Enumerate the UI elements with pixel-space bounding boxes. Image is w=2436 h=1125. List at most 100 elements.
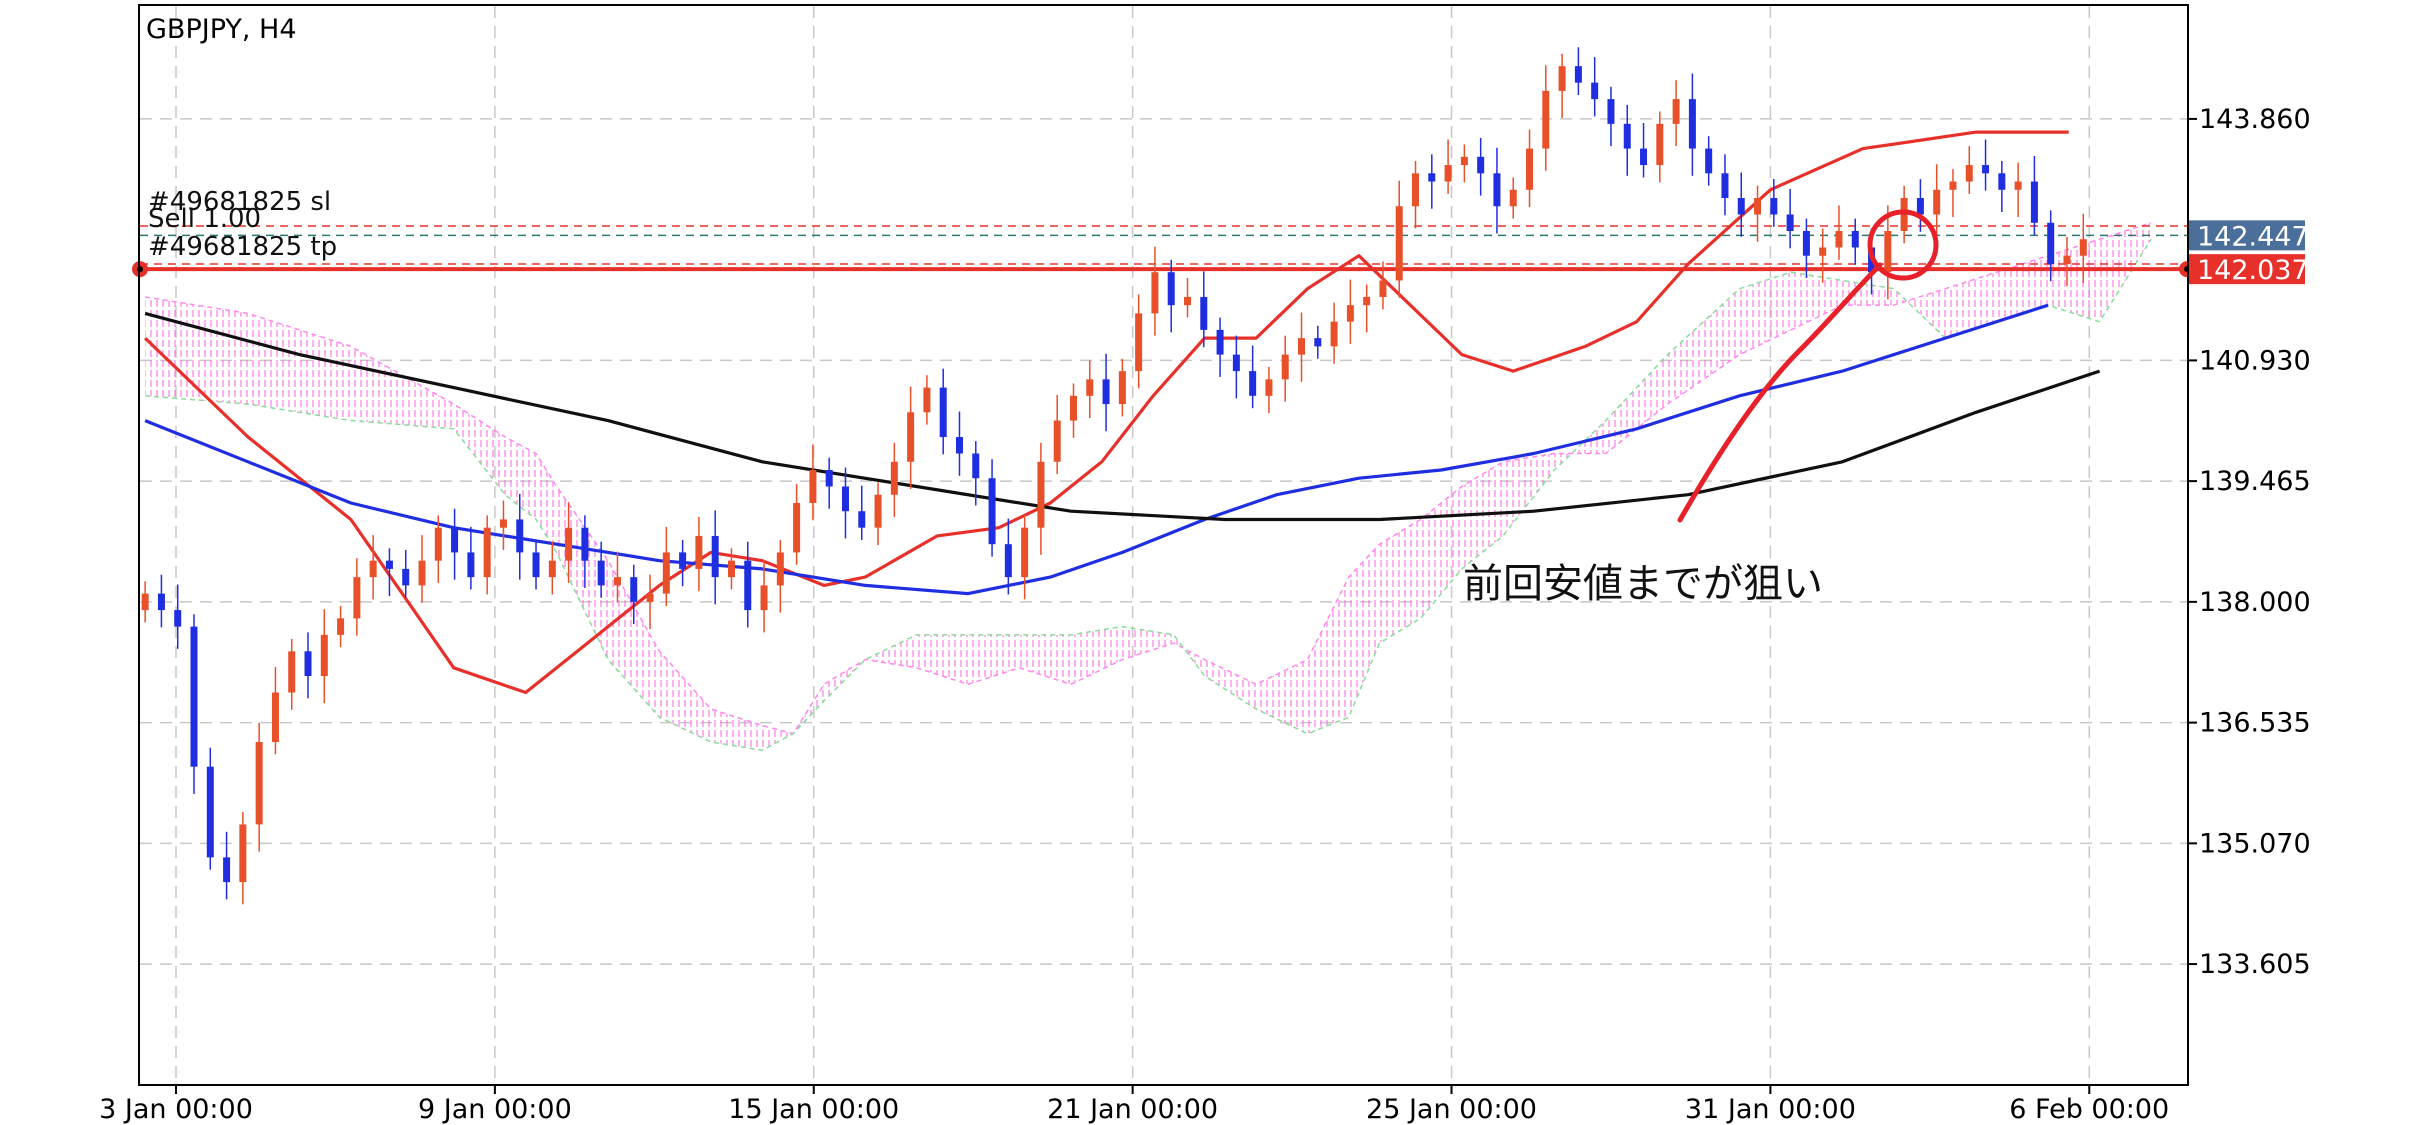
candle-body <box>1705 148 1713 174</box>
candle-body <box>1298 338 1306 355</box>
candle-body <box>1428 173 1436 182</box>
candle-body <box>890 461 898 495</box>
candle-body <box>2030 181 2038 223</box>
candle-body <box>1167 272 1175 306</box>
candle-body <box>1346 305 1354 322</box>
ma-line-1 <box>144 303 2049 596</box>
candle-body <box>744 560 752 611</box>
candle-body <box>239 824 247 883</box>
x-tick-label: 21 Jan 00:00 <box>1047 1094 1218 1125</box>
candle-body <box>1151 272 1159 314</box>
candle-body <box>1542 90 1550 149</box>
candle-body <box>499 519 507 528</box>
candle-body <box>1477 156 1485 174</box>
candle-body <box>939 387 947 438</box>
candle-body <box>1770 198 1778 215</box>
candle-body <box>434 527 442 561</box>
candle-body <box>1216 329 1224 355</box>
candle-body <box>1086 379 1094 396</box>
candle-body <box>581 527 589 561</box>
candle-body <box>1004 544 1012 578</box>
order-label: #49681825 tp <box>148 232 337 262</box>
candle-body <box>1574 66 1582 83</box>
candle-body <box>1884 230 1892 273</box>
candle-body <box>1444 165 1452 182</box>
candle-body <box>1802 230 1810 256</box>
candle-body <box>1819 247 1827 256</box>
ma-line-0 <box>143 130 2069 695</box>
candle-body <box>776 552 784 586</box>
x-tick-label: 9 Jan 00:00 <box>418 1094 572 1125</box>
candle-body <box>1395 206 1403 281</box>
y-tick-label: 140.930 <box>2199 345 2311 376</box>
candle-body <box>972 453 980 479</box>
x-tick-label: 6 Feb 00:00 <box>2009 1094 2169 1125</box>
x-axis: 3 Jan 00:00 9 Jan 00:00 15 Jan 00:00 21 Jan… <box>99 1084 2169 1125</box>
candle-body <box>1069 395 1077 421</box>
candle-body <box>288 651 296 693</box>
candle-body <box>1135 313 1143 372</box>
plot-frame <box>138 4 2189 1086</box>
candle-body <box>1672 99 1680 124</box>
candle-body <box>1998 173 2006 190</box>
candle-body <box>206 766 214 858</box>
candle-body <box>190 626 198 767</box>
candle-body <box>1688 99 1696 149</box>
candle-body <box>353 577 361 619</box>
candle-body <box>1249 371 1257 396</box>
candle-body <box>516 519 524 553</box>
candle-body <box>1786 214 1794 231</box>
candle-body <box>1916 198 1924 215</box>
candle-body <box>597 560 605 586</box>
ma-line-2 <box>144 311 2101 522</box>
candle-body <box>1379 280 1387 297</box>
candle-body <box>1118 371 1126 405</box>
candle-body <box>630 577 638 602</box>
candle-body <box>157 593 165 611</box>
candle-body <box>1640 148 1648 166</box>
cloud-span-b <box>145 238 2152 751</box>
candle-body <box>793 502 801 553</box>
candle-body <box>418 560 426 586</box>
x-tick-label: 31 Jan 00:00 <box>1685 1094 1856 1125</box>
candle-body <box>1526 148 1534 190</box>
candle-body <box>1607 99 1615 124</box>
candlesticks <box>141 47 2087 905</box>
candle-body <box>1737 198 1745 215</box>
grid <box>140 6 2187 1084</box>
candle-body <box>255 741 263 825</box>
annotation: 前回安値までが狙い <box>1463 209 1939 607</box>
candle-body <box>1851 230 1859 248</box>
cloud-fill <box>145 222 2151 751</box>
candle-body <box>548 560 556 578</box>
candle-body <box>1265 379 1273 396</box>
candle-body <box>2014 181 2022 190</box>
candle-body <box>320 634 328 677</box>
x-tick-label: 3 Jan 00:00 <box>99 1094 253 1125</box>
candle-body <box>2063 255 2071 264</box>
candle-body <box>369 560 377 578</box>
candle-body <box>1949 181 1957 190</box>
candle-body <box>1460 156 1468 166</box>
price-badge-text: 142.447 <box>2197 221 2309 252</box>
candle-body <box>825 470 833 487</box>
candle-body <box>1558 66 1566 91</box>
y-tick-label: 138.000 <box>2199 587 2311 618</box>
ichimoku-cloud <box>145 222 2152 751</box>
candle-body <box>1412 173 1420 207</box>
candle-body <box>809 470 817 503</box>
candle-body <box>1656 123 1664 166</box>
candle-body <box>1982 165 1990 174</box>
candle-body <box>1835 230 1843 248</box>
candle-body <box>483 527 491 578</box>
candle-body <box>679 552 687 569</box>
candle-body <box>1754 198 1762 215</box>
candle-body <box>402 568 410 586</box>
candle-body <box>1591 82 1599 100</box>
candle-body <box>1102 379 1110 405</box>
price-badge-text: 142.037 <box>2197 255 2309 286</box>
y-tick-label: 133.605 <box>2199 949 2311 980</box>
